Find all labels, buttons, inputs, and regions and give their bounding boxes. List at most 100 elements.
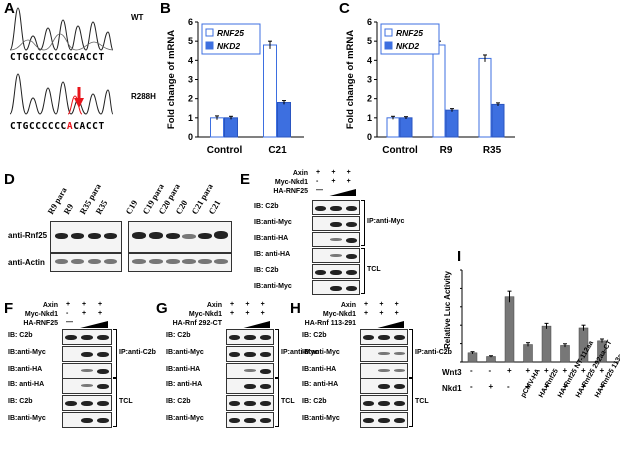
band bbox=[81, 352, 93, 357]
panel-label-c: C bbox=[339, 0, 350, 17]
sign-g: + bbox=[230, 310, 235, 317]
band bbox=[315, 269, 327, 275]
tcl-blot-g-2 bbox=[226, 395, 274, 411]
ip-blot-f-1 bbox=[62, 329, 112, 345]
row-header-e: Myc-Nkd1 bbox=[274, 179, 308, 186]
dose-wedge-h bbox=[377, 321, 404, 328]
bar-nkd2-c21 bbox=[277, 102, 291, 138]
ip-blot-f-2 bbox=[62, 346, 112, 362]
sign-h: + bbox=[364, 310, 369, 317]
band bbox=[363, 418, 375, 423]
band bbox=[244, 369, 256, 372]
sign-h: + bbox=[379, 301, 384, 308]
wnt3-sign: + bbox=[562, 366, 568, 375]
band bbox=[244, 384, 256, 389]
band bbox=[330, 221, 342, 227]
sign-g: + bbox=[245, 310, 250, 317]
wnt3-sign: + bbox=[544, 366, 549, 375]
nkd1-sign: - bbox=[507, 382, 510, 391]
band bbox=[345, 269, 357, 275]
ip-blot-g-3 bbox=[226, 363, 274, 379]
sign-g: + bbox=[260, 310, 265, 317]
tcl-blot-g-3 bbox=[226, 412, 274, 428]
bracket-f bbox=[113, 329, 117, 378]
ip-label-h: IP:anti-C2b bbox=[415, 348, 452, 356]
nkd1-sign: + bbox=[599, 382, 605, 391]
ib-label-f: IB:anti-Myc bbox=[8, 415, 46, 422]
bracket-g bbox=[275, 329, 279, 378]
panel-label-e: E bbox=[240, 171, 251, 188]
ip-blot-f-3 bbox=[62, 363, 112, 379]
band bbox=[97, 384, 109, 389]
legend-label-rnf25: RNF25 bbox=[396, 28, 423, 38]
wt-label: WT bbox=[131, 13, 144, 22]
ib-label-h: IB: anti-HA bbox=[302, 381, 339, 388]
y-tick-label: 6 bbox=[188, 17, 193, 27]
ib-label-f: IB: C2b bbox=[8, 332, 33, 339]
band bbox=[97, 401, 109, 406]
nkd1-sign: + bbox=[581, 382, 586, 391]
ip-blot-h-2 bbox=[360, 346, 408, 362]
lane-label-left: R9 bbox=[61, 202, 76, 216]
row-header-f: Axin bbox=[42, 302, 58, 309]
blot-d-left-actin bbox=[50, 253, 122, 272]
ip-blot-g-2 bbox=[226, 346, 274, 362]
blot-d-left-rnf25 bbox=[50, 221, 122, 253]
band bbox=[345, 221, 357, 227]
band bbox=[259, 418, 271, 423]
ip-label-f: IP:anti-C2b bbox=[119, 348, 156, 356]
y-tick-label: 2 bbox=[188, 94, 193, 104]
bar-rnf25-r9 bbox=[432, 44, 446, 138]
sign-h: + bbox=[394, 310, 399, 317]
sign-e: + bbox=[316, 169, 321, 176]
dose-wedge-g bbox=[243, 321, 270, 328]
y-axis-label: Fold change of mRNA bbox=[345, 30, 356, 129]
tcl-blot-h-1 bbox=[360, 378, 408, 394]
x-category-label: R35 bbox=[483, 145, 502, 156]
band bbox=[244, 401, 256, 406]
dose-wedge-f bbox=[80, 321, 108, 328]
band bbox=[378, 401, 390, 406]
bar-rnf25-control bbox=[210, 117, 224, 138]
sign-e: + bbox=[331, 178, 336, 185]
y-tick-label: 1 bbox=[188, 113, 193, 123]
ib-label-e: IB:anti-Myc bbox=[254, 283, 292, 290]
bar-i-4 bbox=[523, 344, 533, 363]
panel-label-i: I bbox=[457, 248, 462, 265]
band bbox=[345, 205, 357, 211]
blot-d-right-rnf25 bbox=[128, 221, 232, 253]
nkd1-label: Nkd1 bbox=[442, 384, 462, 393]
row-header-g: HA-Rnf 292-CT bbox=[172, 320, 222, 327]
nkd1-sign: - bbox=[470, 382, 473, 391]
x-category-label: C21 bbox=[268, 145, 287, 156]
sign-g: + bbox=[245, 301, 250, 308]
band bbox=[229, 335, 241, 340]
row-label-anti-actin: anti-Actin bbox=[8, 258, 45, 267]
tcl-blot-h-3 bbox=[360, 412, 408, 428]
sign-g: + bbox=[260, 301, 265, 308]
legend-swatch-rnf25 bbox=[384, 28, 393, 37]
band bbox=[363, 335, 375, 340]
bracket-e bbox=[361, 200, 365, 246]
bar-i-5 bbox=[541, 325, 552, 363]
ib-label-g: IB:anti-Myc bbox=[166, 349, 204, 356]
tcl-label-f: TCL bbox=[119, 397, 133, 405]
ib-label-g: IB:anti-Myc bbox=[166, 415, 204, 422]
tcl-blot-f-1 bbox=[62, 378, 112, 394]
row-header-h: HA-Rnf 113-291 bbox=[304, 320, 356, 327]
sign-e: + bbox=[346, 169, 351, 176]
lane-label-right: C20 bbox=[172, 198, 189, 216]
y-tick-label: 4 bbox=[188, 55, 193, 65]
lane-label-left: R35 bbox=[93, 198, 110, 216]
band bbox=[81, 418, 93, 423]
ib-label-e: IB: C2b bbox=[254, 203, 279, 210]
band bbox=[244, 335, 256, 340]
band bbox=[259, 335, 271, 340]
band bbox=[259, 384, 271, 389]
wt-chromatogram bbox=[9, 7, 114, 51]
ip-blot-e-3 bbox=[312, 232, 360, 247]
tcl-label-e: TCL bbox=[367, 266, 381, 273]
bar-nkd2-control bbox=[399, 117, 413, 138]
bar-rnf25-r35 bbox=[478, 57, 492, 138]
mutant-sequence: CTGCCCCCCACACCT bbox=[10, 121, 105, 132]
